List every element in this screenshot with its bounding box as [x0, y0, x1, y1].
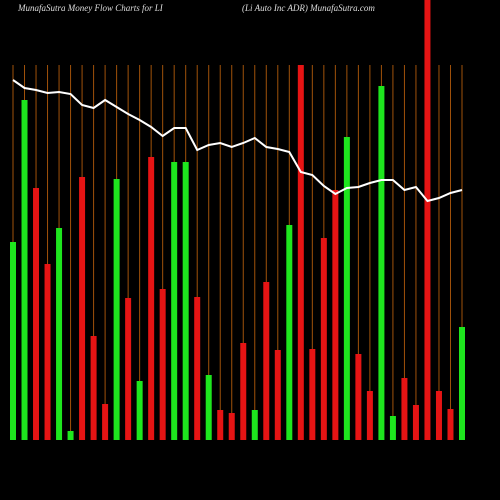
money-flow-line [12, 79, 463, 203]
bar [159, 289, 166, 440]
bar [205, 375, 212, 440]
chart-title: MunafaSutra Money Flow Charts for LI [17, 3, 164, 13]
chart-subtitle: (Li Auto Inc ADR) MunafaSutra.com [242, 3, 375, 13]
bar [217, 410, 224, 440]
bar [274, 350, 281, 440]
bar [332, 190, 339, 440]
bar [309, 349, 316, 440]
bar [113, 179, 120, 440]
bar [136, 381, 143, 440]
bar [389, 416, 396, 440]
bar [424, 0, 431, 440]
bar [182, 162, 189, 440]
bar [67, 431, 74, 440]
bar [447, 409, 454, 440]
bar [44, 264, 51, 440]
bar [366, 391, 373, 440]
bar [33, 188, 40, 440]
bar [102, 404, 109, 440]
bar [459, 327, 465, 440]
bar [320, 238, 327, 440]
bar [148, 157, 155, 440]
bar [194, 297, 201, 440]
bar [21, 100, 28, 440]
bar [412, 405, 419, 440]
bar [171, 162, 178, 440]
bar [251, 410, 258, 440]
bar [228, 413, 235, 440]
bar [263, 282, 270, 440]
bar [125, 298, 132, 440]
bar [343, 137, 350, 440]
bar [240, 343, 247, 440]
bar [355, 354, 362, 440]
bar [90, 336, 97, 440]
bar [435, 391, 442, 440]
bar [378, 86, 385, 440]
bar [297, 65, 304, 440]
bar [56, 228, 63, 440]
bar [401, 378, 408, 440]
bar [10, 242, 16, 440]
bar [286, 225, 293, 440]
bar [79, 177, 86, 440]
